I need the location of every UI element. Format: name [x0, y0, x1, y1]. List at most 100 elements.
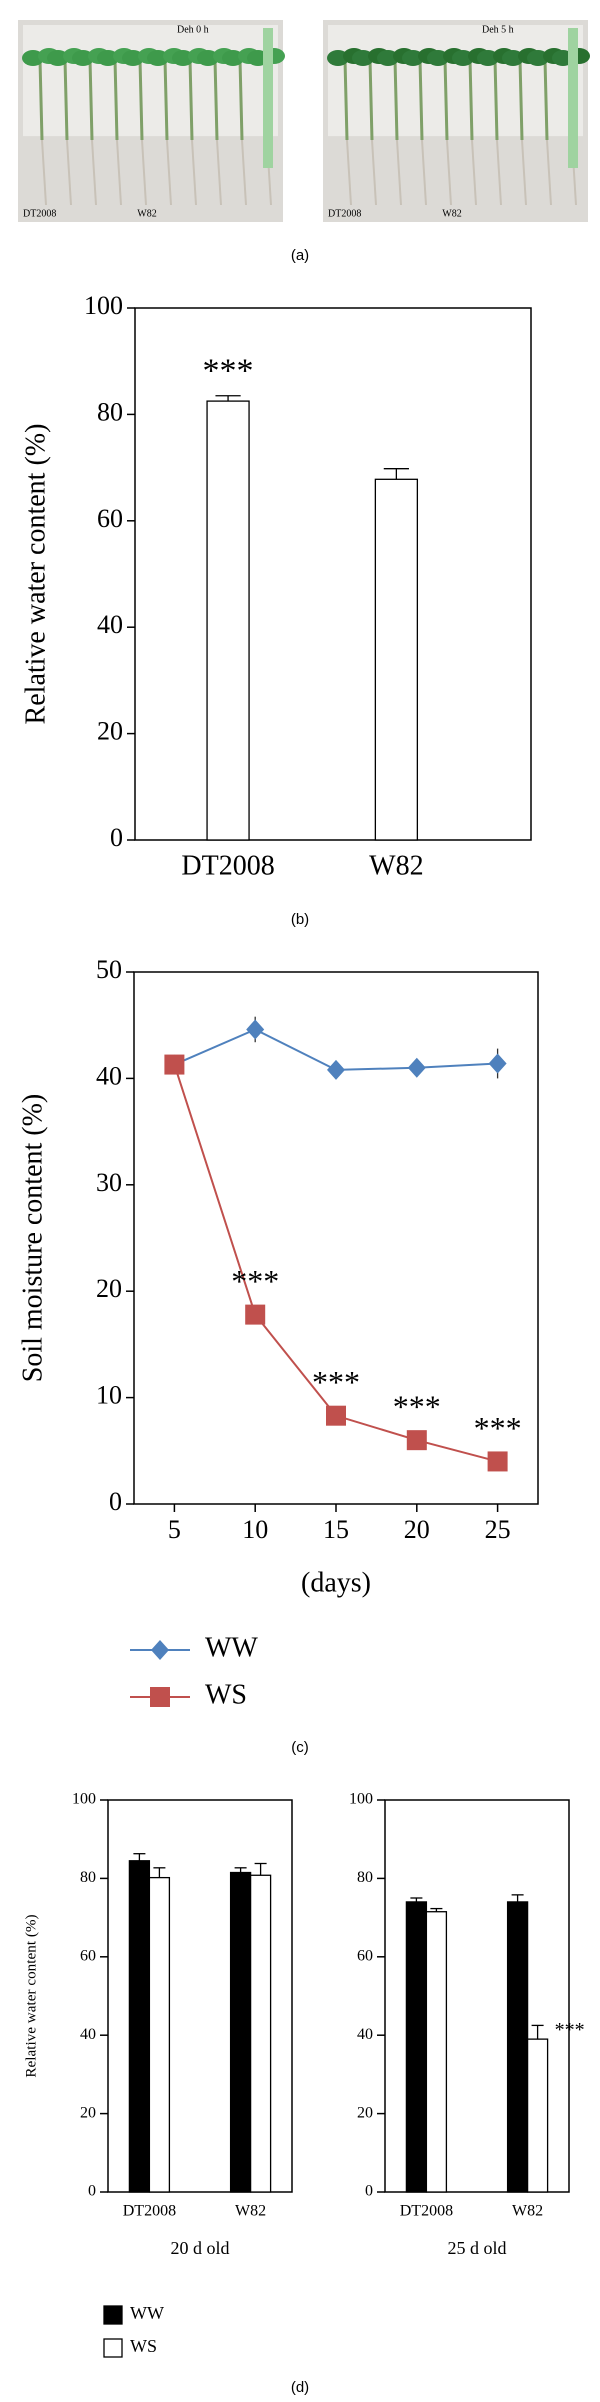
root: [216, 139, 222, 206]
ruler: [263, 28, 273, 168]
y-tick-label: 80: [97, 397, 123, 426]
root: [421, 139, 427, 206]
root: [521, 139, 527, 206]
y-tick-label: 80: [357, 1869, 373, 1886]
y-tick-label: 20: [80, 2104, 96, 2121]
root: [241, 139, 247, 206]
marker: [488, 1053, 507, 1074]
root: [396, 139, 402, 206]
root: [116, 139, 122, 206]
y-axis-label: Relative water content (%): [20, 424, 51, 725]
y-tick-label: 20: [96, 1274, 122, 1303]
x-tick-label: W82: [512, 2203, 543, 2220]
root: [41, 139, 47, 206]
photo-label: Deh 5 h: [482, 24, 514, 35]
stem: [443, 59, 449, 141]
stem: [518, 59, 524, 141]
x-tick-label: DT2008: [123, 2203, 176, 2220]
stem: [543, 59, 549, 141]
legend-swatch: [103, 2305, 123, 2325]
x-axis-label: (days): [301, 1567, 371, 1598]
root: [91, 139, 97, 206]
caption: (b): [291, 911, 309, 928]
bar: [374, 478, 419, 841]
marker: [245, 1304, 266, 1325]
x-tick-label: 15: [323, 1515, 349, 1544]
annotation: ***: [393, 1389, 441, 1425]
y-tick-label: 40: [80, 2026, 96, 2043]
legend-label: WW: [205, 1632, 258, 1663]
stem: [188, 59, 194, 141]
root: [371, 139, 377, 206]
marker: [406, 1430, 427, 1451]
annotation: ***: [312, 1364, 360, 1400]
stem: [343, 59, 349, 141]
y-tick-label: 100: [349, 1791, 373, 1808]
bar: [405, 1901, 428, 2193]
annotation: ***: [231, 1263, 279, 1299]
stem: [38, 59, 44, 141]
marker: [407, 1057, 426, 1078]
annotation: ***: [474, 1410, 522, 1446]
marker: [150, 1687, 170, 1707]
x-tick-label: 20: [404, 1515, 430, 1544]
x-tick-label: DT2008: [400, 2203, 453, 2220]
root: [346, 139, 352, 206]
y-tick-label: 40: [96, 1061, 122, 1090]
legend-label: WS: [205, 1679, 247, 1710]
stem: [88, 59, 94, 141]
photo-label: DT2008: [23, 208, 56, 219]
bar: [249, 1874, 272, 2193]
y-axis-label: Soil moisture content (%): [17, 1094, 48, 1383]
root: [446, 139, 452, 206]
marker: [164, 1054, 185, 1075]
y-tick-label: 100: [72, 1791, 96, 1808]
y-tick-label: 0: [110, 823, 123, 852]
x-tick-label: W82: [235, 2203, 266, 2220]
series-line: [173, 1064, 498, 1463]
y-tick-label: 40: [357, 2026, 373, 2043]
bar: [148, 1876, 171, 2193]
marker: [246, 1019, 265, 1040]
bar: [506, 1901, 529, 2193]
stem: [113, 59, 119, 141]
plot-frame: [107, 1799, 293, 2193]
bar: [425, 1911, 448, 2193]
photo-label: DT2008: [328, 208, 361, 219]
stem: [393, 59, 399, 141]
stem: [368, 59, 374, 141]
x-tick-label: DT2008: [181, 850, 274, 881]
marker: [326, 1405, 346, 1426]
stem: [238, 59, 244, 141]
y-tick-label: 40: [97, 610, 123, 639]
stem: [63, 59, 69, 141]
annotation: ***: [203, 353, 254, 390]
stem: [493, 59, 499, 141]
y-tick-label: 0: [109, 1487, 122, 1516]
root: [191, 139, 197, 206]
marker: [151, 1640, 169, 1660]
x-tick-label: 25: [485, 1515, 511, 1544]
stem: [213, 59, 219, 141]
bar: [229, 1871, 252, 2193]
y-tick-label: 10: [96, 1381, 122, 1410]
caption: (a): [291, 247, 309, 264]
ruler: [568, 28, 578, 168]
y-tick-label: 60: [357, 1947, 373, 1964]
stem: [418, 59, 424, 141]
legend-swatch: [103, 2338, 123, 2358]
stem: [138, 59, 144, 141]
bar: [526, 2038, 549, 2193]
root: [66, 139, 72, 206]
bar: [206, 400, 250, 841]
photo-label: Deh 0 h: [177, 24, 209, 35]
y-tick-label: 0: [365, 2183, 373, 2200]
root: [471, 139, 477, 206]
y-tick-label: 20: [357, 2104, 373, 2121]
caption: (c): [291, 1739, 309, 1756]
y-tick-label: 80: [80, 1869, 96, 1886]
y-tick-label: 60: [80, 1947, 96, 1964]
root: [496, 139, 502, 206]
annotation: ***: [555, 2019, 585, 2041]
photo-label: W82: [442, 208, 461, 219]
